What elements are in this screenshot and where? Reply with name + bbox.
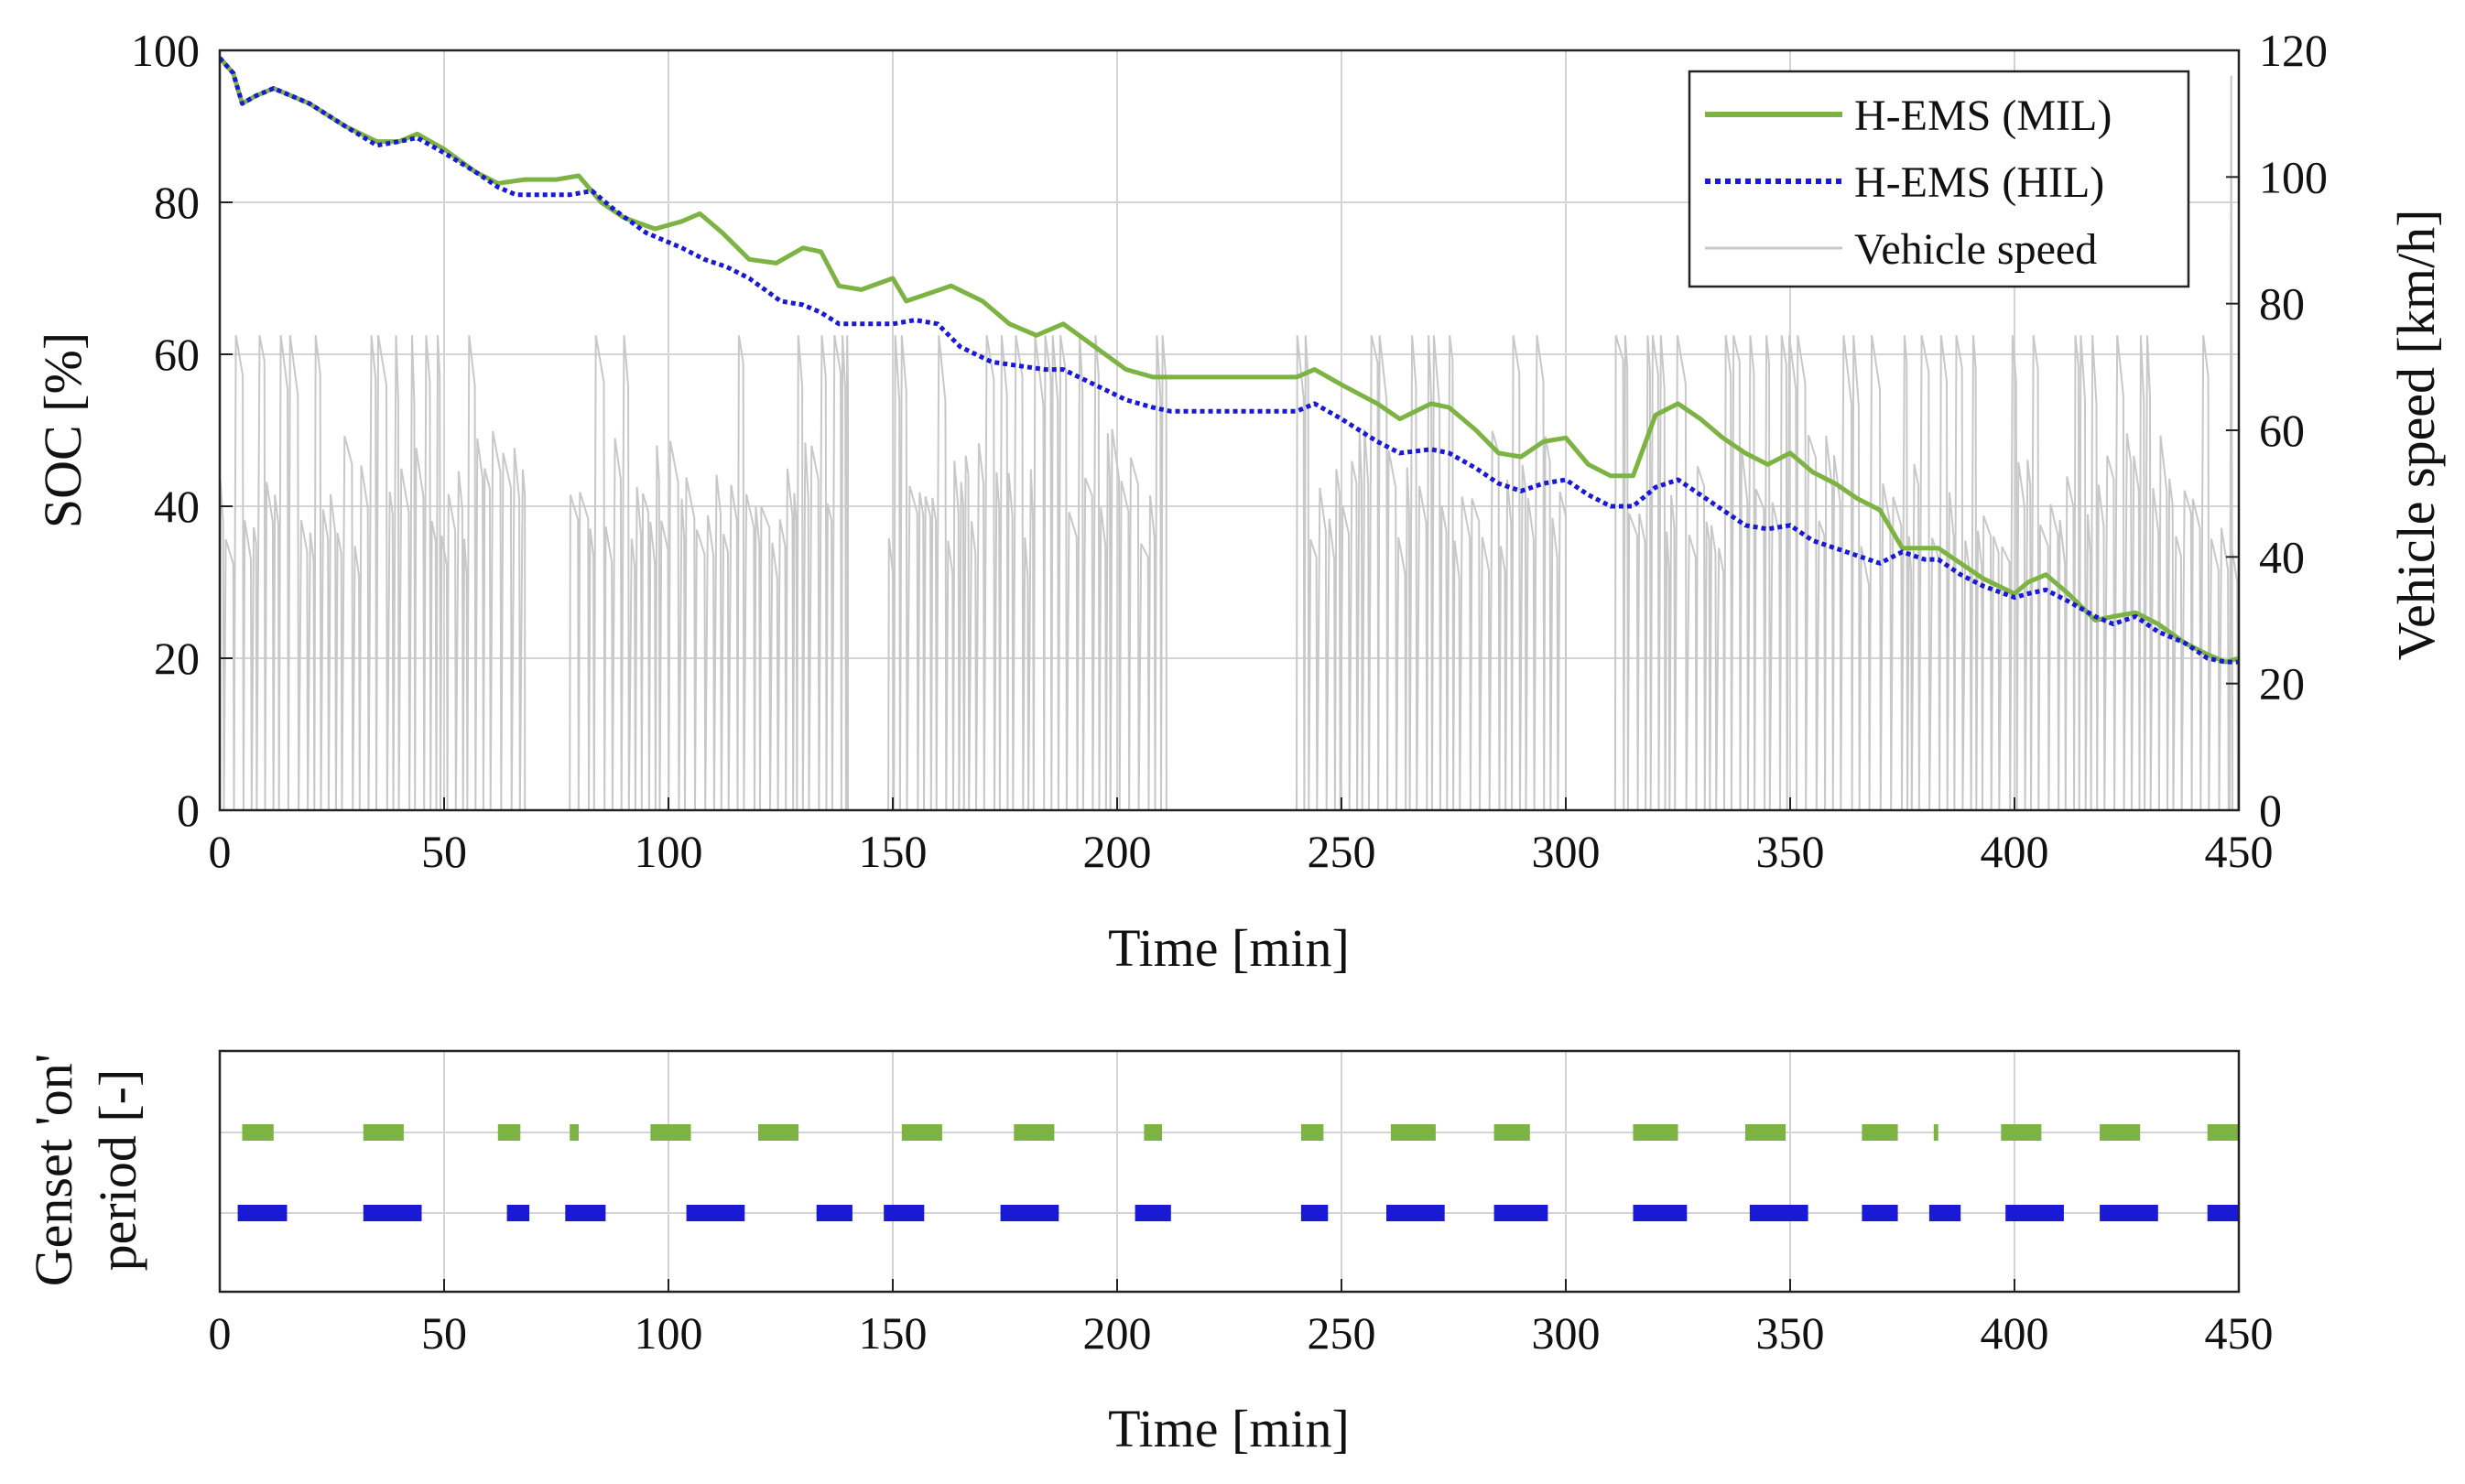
genset-x-tick-label: 0	[209, 1307, 232, 1359]
soc-line-hil	[220, 56, 2239, 665]
genset-bar-mil	[2207, 1124, 2239, 1141]
speed-y-ticks: 0 20 40 60 80 100 120	[2226, 25, 2328, 836]
legend-label-speed: Vehicle speed	[1854, 225, 2097, 274]
soc-y-tick-label: 60	[154, 329, 200, 380]
genset-bar-hil	[816, 1205, 852, 1221]
speed-y-tick-label: 0	[2259, 785, 2282, 836]
genset-bar-hil	[1862, 1205, 1898, 1221]
soc-y-tick-label: 40	[154, 481, 200, 532]
genset-x-ticks: 0 50 100 150 200 250 300 350 400 450	[209, 1279, 2274, 1359]
soc-y-ticks: 0 20 40 60 80 100	[131, 25, 233, 836]
speed-y-tick-label: 40	[2259, 531, 2305, 582]
soc-x-tick-label: 50	[421, 826, 467, 877]
genset-plot-area	[220, 1051, 2239, 1292]
speed-y-tick-label: 60	[2259, 405, 2305, 456]
legend: H-EMS (MIL) H-EMS (HIL) Vehicle speed	[1688, 70, 2190, 288]
genset-bar-hil	[237, 1205, 288, 1221]
soc-chart: 0 50 100 150 200 250 300 350 400 450 020406080100…	[33, 25, 2446, 978]
speed-y-tick-label: 80	[2259, 278, 2305, 330]
genset-bar-hil	[1300, 1205, 1329, 1221]
genset-x-tick-label: 250	[1308, 1307, 1376, 1359]
genset-x-tick-label: 300	[1532, 1307, 1601, 1359]
genset-y-axis-label-line2: period [-]	[88, 1069, 147, 1272]
soc-x-tick-label: 450	[2205, 826, 2274, 877]
genset-x-tick-label: 450	[2205, 1307, 2274, 1359]
genset-bar-hil	[1493, 1205, 1548, 1221]
genset-bar-hil	[2005, 1205, 2064, 1221]
soc-x-tick-label: 300	[1532, 826, 1601, 877]
soc-x-tick-label: 100	[635, 826, 703, 877]
soc-y-tick-label: 0	[177, 785, 200, 836]
soc-line-mil	[220, 56, 2239, 665]
genset-bar-mil	[1745, 1124, 1786, 1141]
genset-x-axis-label: Time [min]	[1108, 1399, 1350, 1458]
soc-x-tick-label: 350	[1756, 826, 1825, 877]
genset-y-axis-label: Genset 'on' period [-]	[24, 1054, 147, 1286]
genset-bar-hil	[2207, 1205, 2239, 1221]
speed-y-tick-label: 120	[2259, 25, 2328, 76]
soc-y-axis-label: SOC [%]	[33, 332, 92, 528]
genset-bar-mil	[901, 1124, 942, 1141]
soc-y-tick-label: 20	[154, 633, 200, 684]
genset-x-tick-label: 400	[1981, 1307, 2049, 1359]
genset-bar-mil	[242, 1124, 274, 1141]
genset-bar-hil	[1000, 1205, 1059, 1221]
genset-bar-hil	[1633, 1205, 1688, 1221]
genset-bar-mil	[1390, 1124, 1436, 1141]
soc-y-tick-label: 80	[154, 177, 200, 228]
genset-x-tick-label: 200	[1083, 1307, 1152, 1359]
genset-x-tick-label: 50	[421, 1307, 467, 1359]
legend-box	[1688, 70, 2190, 288]
soc-y-tick-label: 100	[131, 25, 200, 76]
soc-x-tick-label: 250	[1308, 826, 1376, 877]
genset-bar-hil	[884, 1205, 925, 1221]
genset-chart: 0 50 100 150 200 250 300 350 400 450 Time [min] G…	[24, 1049, 2274, 1458]
speed-y-axis-label: Vehicle speed [km/h]	[2386, 210, 2446, 661]
soc-x-ticks: 0 50 100 150 200 250 300 350 400 450	[209, 797, 2274, 877]
genset-bar-mil	[1144, 1124, 1162, 1141]
genset-bar-mil	[2001, 1124, 2042, 1141]
genset-bar-mil	[1633, 1124, 1678, 1141]
speed-y-tick-label: 100	[2259, 151, 2328, 202]
soc-x-axis-label: Time [min]	[1108, 918, 1350, 978]
genset-bar-mil	[363, 1124, 404, 1141]
genset-bar-mil	[650, 1124, 691, 1141]
genset-bar-hil	[565, 1205, 606, 1221]
genset-y-axis-label-line1: Genset 'on'	[24, 1054, 83, 1286]
speed-y-tick-label: 20	[2259, 658, 2305, 710]
genset-x-tick-label: 150	[859, 1307, 928, 1359]
vehicle-speed-trace	[220, 75, 2239, 810]
genset-x-tick-label: 100	[635, 1307, 703, 1359]
genset-bar-mil	[497, 1124, 521, 1141]
genset-bar-hil	[686, 1205, 745, 1221]
genset-bar-mil	[570, 1124, 579, 1141]
genset-bar-hil	[506, 1205, 530, 1221]
genset-bar-mil	[1300, 1124, 1324, 1141]
soc-lines	[220, 56, 2239, 665]
genset-bar-mil	[2100, 1124, 2141, 1141]
soc-x-tick-label: 0	[209, 826, 232, 877]
soc-x-tick-label: 200	[1083, 826, 1152, 877]
legend-label-hil: H-EMS (HIL)	[1854, 158, 2104, 207]
genset-bar-hil	[1928, 1205, 1961, 1221]
genset-bar-hil	[1135, 1205, 1171, 1221]
genset-bar-hil	[363, 1205, 422, 1221]
legend-label-mil: H-EMS (MIL)	[1854, 92, 2112, 140]
genset-x-tick-label: 350	[1756, 1307, 1825, 1359]
genset-bar-hil	[1386, 1205, 1445, 1221]
genset-bar-mil	[758, 1124, 799, 1141]
genset-bar-mil	[1493, 1124, 1530, 1141]
soc-x-tick-label: 400	[1981, 826, 2049, 877]
genset-plot-frame	[218, 1049, 2241, 1294]
genset-bar-hil	[2100, 1205, 2158, 1221]
genset-bar-mil	[1862, 1124, 1898, 1141]
vehicle-speed-line	[220, 75, 2239, 810]
genset-bars	[237, 1124, 2239, 1221]
genset-bar-mil	[1933, 1124, 1938, 1141]
soc-x-tick-label: 150	[859, 826, 928, 877]
genset-bar-mil	[1014, 1124, 1055, 1141]
genset-bar-hil	[1749, 1205, 1808, 1221]
